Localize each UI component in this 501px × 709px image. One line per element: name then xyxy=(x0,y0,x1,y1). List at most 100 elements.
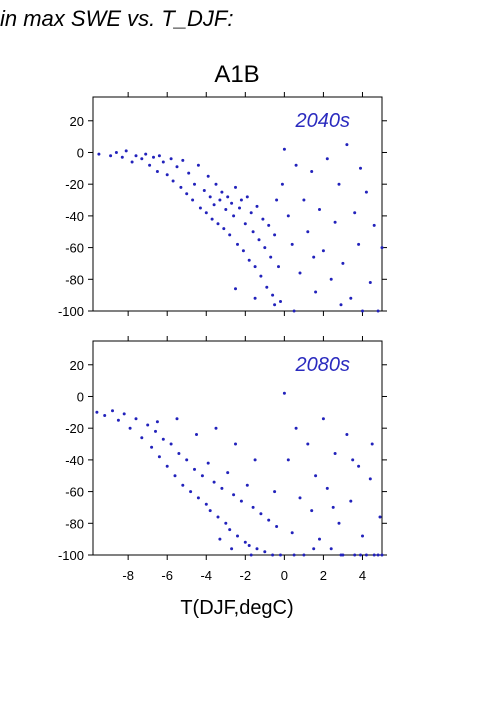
y-tick-label: -80 xyxy=(65,272,84,287)
data-point xyxy=(279,300,282,303)
data-point xyxy=(339,553,343,557)
data-point xyxy=(228,233,232,237)
data-point xyxy=(273,490,277,494)
data-point xyxy=(306,442,310,446)
y-tick-label: 20 xyxy=(70,358,84,373)
data-point xyxy=(218,537,222,541)
data-point xyxy=(361,309,364,313)
data-point xyxy=(157,455,161,459)
data-point xyxy=(333,220,337,224)
data-point xyxy=(349,499,353,503)
data-point xyxy=(292,553,296,557)
data-point xyxy=(243,540,247,544)
data-point xyxy=(257,238,261,242)
data-point xyxy=(349,296,353,300)
y-tick-label: -40 xyxy=(65,209,84,224)
data-point xyxy=(253,296,257,300)
data-point xyxy=(249,211,253,215)
data-point xyxy=(185,192,189,196)
data-point xyxy=(116,418,120,422)
data-point xyxy=(292,309,296,313)
x-axis-label: T(DJF,degC) xyxy=(180,597,293,619)
data-point xyxy=(271,293,275,297)
data-point xyxy=(290,242,294,246)
data-point xyxy=(181,483,185,487)
y-tick-label: -80 xyxy=(65,516,84,531)
data-point xyxy=(312,255,316,259)
data-point xyxy=(212,480,216,484)
data-point xyxy=(239,499,243,503)
data-point xyxy=(157,154,161,158)
data-point xyxy=(376,309,380,313)
data-point xyxy=(245,195,249,199)
data-point xyxy=(128,426,132,430)
data-point xyxy=(325,486,329,490)
data-point xyxy=(95,410,99,414)
data-point xyxy=(361,534,364,538)
data-point xyxy=(155,420,159,424)
data-point xyxy=(271,553,275,557)
data-point xyxy=(220,190,224,194)
data-point xyxy=(269,255,273,259)
data-point xyxy=(161,160,165,164)
data-point xyxy=(306,230,310,234)
data-point xyxy=(224,521,228,525)
data-point xyxy=(171,179,175,183)
data-point xyxy=(273,303,277,307)
data-point xyxy=(329,547,333,551)
data-point xyxy=(140,436,144,440)
data-point xyxy=(181,158,185,162)
data-point xyxy=(298,271,302,275)
data-point xyxy=(239,198,243,202)
data-point xyxy=(302,553,306,557)
data-point xyxy=(331,505,335,509)
data-point xyxy=(226,195,230,199)
data-point xyxy=(247,258,251,262)
data-point xyxy=(245,483,249,487)
data-point xyxy=(351,458,355,462)
data-point xyxy=(310,509,314,513)
data-point xyxy=(368,281,372,284)
data-point xyxy=(314,474,318,478)
x-tick-label: -4 xyxy=(200,568,212,583)
data-point xyxy=(206,461,210,465)
data-point xyxy=(208,195,212,199)
data-point xyxy=(253,458,257,462)
y-tick-label: -100 xyxy=(58,304,84,319)
data-point xyxy=(282,147,286,151)
data-point xyxy=(214,182,218,186)
data-point xyxy=(234,442,237,446)
data-point xyxy=(275,525,279,528)
data-point xyxy=(165,464,169,468)
data-point xyxy=(154,429,157,433)
data-point xyxy=(216,515,220,519)
data-point xyxy=(230,547,234,551)
data-point xyxy=(265,285,269,289)
data-point xyxy=(200,474,204,478)
data-point xyxy=(337,521,341,525)
data-point xyxy=(277,265,280,269)
data-point xyxy=(359,166,362,170)
data-point xyxy=(204,502,208,506)
y-tick-label: 0 xyxy=(77,145,84,160)
data-point xyxy=(214,426,218,430)
data-point xyxy=(185,458,189,462)
data-point xyxy=(150,445,154,449)
data-point xyxy=(372,223,376,227)
data-point xyxy=(312,547,316,551)
data-point xyxy=(222,227,226,231)
data-point xyxy=(249,553,253,557)
data-point xyxy=(236,534,239,538)
data-point xyxy=(198,206,202,210)
data-point xyxy=(175,165,179,169)
period-label: 2040s xyxy=(295,110,351,132)
data-point xyxy=(255,204,259,208)
data-point xyxy=(364,190,368,194)
data-point xyxy=(357,464,361,468)
data-point xyxy=(238,206,241,210)
data-point xyxy=(302,198,306,202)
data-point xyxy=(179,185,183,189)
y-tick-label: -60 xyxy=(65,485,84,500)
data-point xyxy=(321,249,325,253)
